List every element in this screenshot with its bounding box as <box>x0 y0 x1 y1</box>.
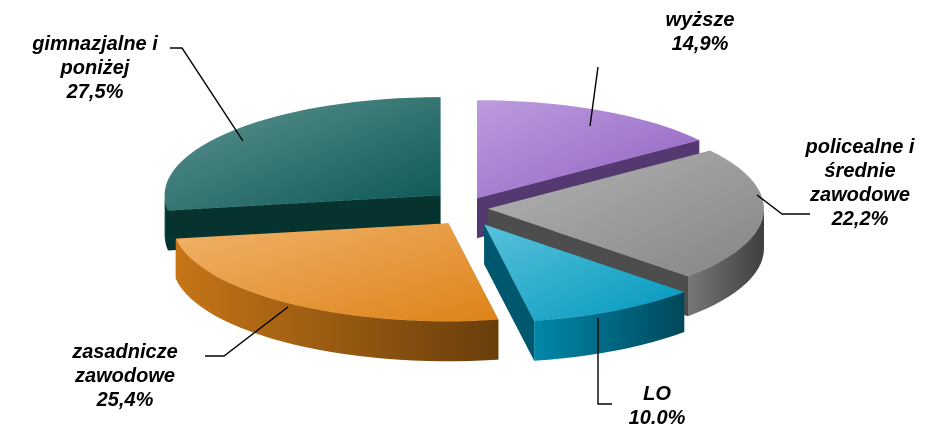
slice-0-top <box>477 100 700 199</box>
slice-label-3: zasadnicze zawodowe 25,4% <box>40 340 210 412</box>
slice-name-4-line-0: gimnazjalne i <box>32 33 158 55</box>
slice-value-2: 10.0% <box>628 407 686 429</box>
slice-2-wall-outer-0 <box>534 292 685 361</box>
slice-4-top <box>164 97 441 211</box>
slice-name-3-line-1: zawodowe <box>74 365 175 387</box>
slice-3-top <box>175 223 499 322</box>
slice-2-wall-end <box>484 224 535 361</box>
slice-value-4: 27,5% <box>66 81 124 103</box>
leader-line-2 <box>597 318 612 405</box>
slice-4-wall-outer-0 <box>164 195 168 251</box>
slice-label-2: LO 10.0% <box>612 382 702 430</box>
slice-1-top <box>488 150 764 277</box>
leader-line-4 <box>170 47 244 142</box>
slice-name-3-line-0: zasadnicze <box>72 341 178 363</box>
slice-name-0-line-0: wyższe <box>665 9 735 31</box>
slice-label-1: policealne i średnie zawodowe 22,2% <box>785 135 934 231</box>
leader-line-1 <box>756 194 810 215</box>
leader-line-3 <box>205 306 289 357</box>
slice-1-wall-outer-0 <box>688 208 764 317</box>
slice-label-4: gimnazjalne i poniżej 27,5% <box>0 32 190 104</box>
slice-name-1-line-2: zawodowe <box>809 184 910 206</box>
slice-name-1-line-0: policealne i <box>805 136 915 158</box>
slice-name-1-line-1: średnie <box>824 160 896 182</box>
slice-name-2-line-0: LO <box>643 383 671 405</box>
slice-2-top <box>484 224 685 321</box>
slice-value-3: 25,4% <box>96 389 154 411</box>
slice-label-0: wyższe 14,9% <box>640 8 760 56</box>
slice-name-4-line-1: poniżej <box>60 57 130 79</box>
leader-line-0 <box>589 66 599 127</box>
slice-value-0: 14,9% <box>671 33 729 55</box>
slice-value-1: 22,2% <box>831 208 889 230</box>
